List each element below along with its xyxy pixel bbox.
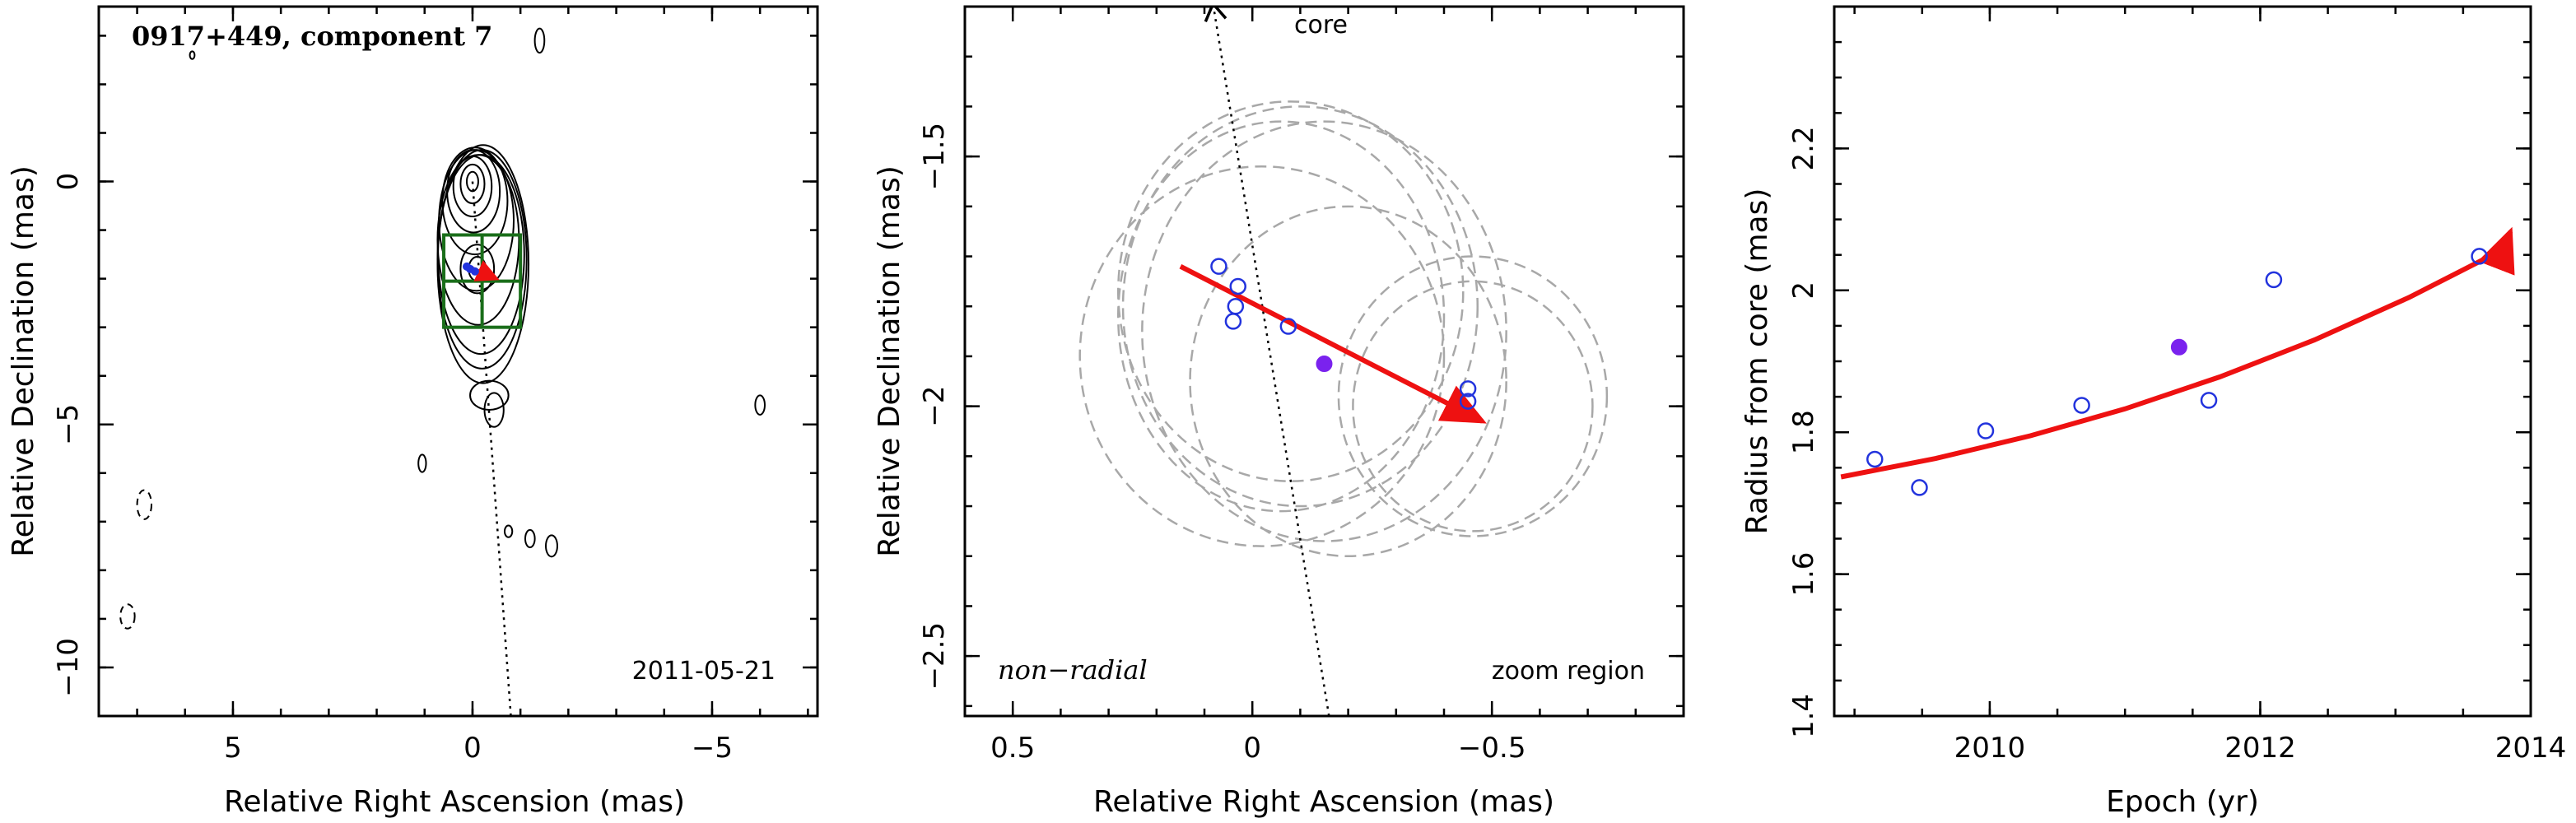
radius-trend-curve [1840,226,2515,480]
negative-contour [119,603,136,630]
y-tick-label: 2 [1787,281,1820,300]
contour-level [459,163,486,205]
x-axis-label: Relative Right Ascension (mas) [224,785,685,819]
y-tick-label: 1.4 [1787,694,1820,738]
epoch-position-point [1229,277,1246,295]
component-size-ellipse [1116,100,1465,482]
radius-data-point [1977,422,1995,439]
plot-frame [963,5,1685,718]
component-size-ellipse [1189,205,1507,557]
contour-level [469,379,510,412]
x-axis-label: Epoch (yr) [2106,785,2259,819]
contour-level [503,524,514,538]
panel-contour-map: 5 0 −5 0 −5 −10 0917+449, component 7 2011-05… [7,5,819,819]
component-position-marker [470,267,479,276]
contour-level [417,453,427,473]
contour-level [189,50,196,60]
negative-contour [136,489,153,520]
y-tick-label: 0 [52,173,85,191]
plot-frame [1833,5,2532,718]
y-tick-label: −10 [52,638,85,697]
axes: 5 0 −5 0 −5 −10 [52,7,818,765]
axes: 0.5 0 −0.5 −1.5 −2 −2.5 [918,5,1685,765]
zoom-region-label: zoom region [1492,657,1645,686]
x-axis-label: Relative Right Ascension (mas) [1093,785,1554,819]
component-size-ellipse [1121,105,1479,508]
radius-data-point [1866,450,1884,468]
panel-zoom-region: 0.5 0 −0.5 −1.5 −2 −2.5 core non−radial zoom … [873,5,1685,819]
radius-data-point [2471,248,2488,265]
y-tick-label: 1.6 [1787,552,1820,597]
component-size-ellipse [1352,280,1594,532]
chart-title: 0917+449, component 7 [132,21,492,52]
radius-data-point [1911,479,1928,496]
epoch-position-point [1224,313,1242,330]
axes: 2010 2012 2014 1.4 1.6 1.8 2 2.2 [1787,5,2567,765]
x-tick-label: 0.5 [990,732,1035,765]
radius-data-point [2073,397,2090,414]
current-epoch-point [1316,356,1333,373]
current-epoch-point [2170,338,2187,356]
contour-level [545,534,558,558]
core-direction-line [471,181,512,716]
x-tick-label: 0 [463,732,482,765]
epoch-position-point [1459,380,1477,398]
epoch-position-point [1279,318,1297,335]
x-tick-label: −0.5 [1458,732,1526,765]
motion-arrow [1179,263,1487,424]
y-tick-label: 2.2 [1787,126,1820,170]
radius-data-point [2200,392,2218,409]
y-tick-label: −2 [918,386,951,427]
radius-plot-area [1840,226,2515,496]
x-tick-label: 0 [1243,732,1261,765]
y-axis-label: Relative Declination (mas) [7,165,40,557]
y-tick-label: −2.5 [918,622,951,690]
y-tick-label: 1.8 [1787,410,1820,454]
x-tick-label: 2012 [2224,732,2296,765]
plot-frame [97,5,819,718]
y-axis-label: Relative Declination (mas) [873,165,906,557]
x-tick-label: 2014 [2495,732,2567,765]
core-label: core [1294,11,1348,40]
component-size-ellipse [1078,165,1446,547]
contour-level [483,392,505,428]
component-size-ellipse [1116,120,1446,513]
x-tick-label: −5 [692,732,733,765]
epoch-label: 2011-05-21 [632,657,776,686]
non-radial-annotation: non−radial [998,654,1148,686]
radius-data-point [2265,271,2283,289]
component-size-ellipse [1337,255,1609,537]
x-tick-label: 5 [224,732,242,765]
epoch-position-point [1459,393,1477,410]
y-axis-label: Radius from core (mas) [1740,188,1774,535]
contour-level [754,394,766,416]
component-size-ellipse [1141,120,1507,542]
x-tick-label: 2010 [1954,732,2026,765]
core-direction-arrow [1204,7,1330,716]
y-tick-label: −1.5 [918,123,951,191]
contour-level [436,144,530,384]
panel-radius-vs-epoch: 2010 2012 2014 1.4 1.6 1.8 2 2.2 Epoch (yr) Rad… [1740,5,2567,819]
zoom-plot-area [1078,7,1609,716]
y-tick-label: −5 [52,404,85,445]
contour-level [533,27,546,54]
epoch-position-point [1227,297,1245,315]
contour-plot-area [119,27,766,716]
contour-level [524,528,536,549]
epoch-position-point [1210,258,1227,275]
